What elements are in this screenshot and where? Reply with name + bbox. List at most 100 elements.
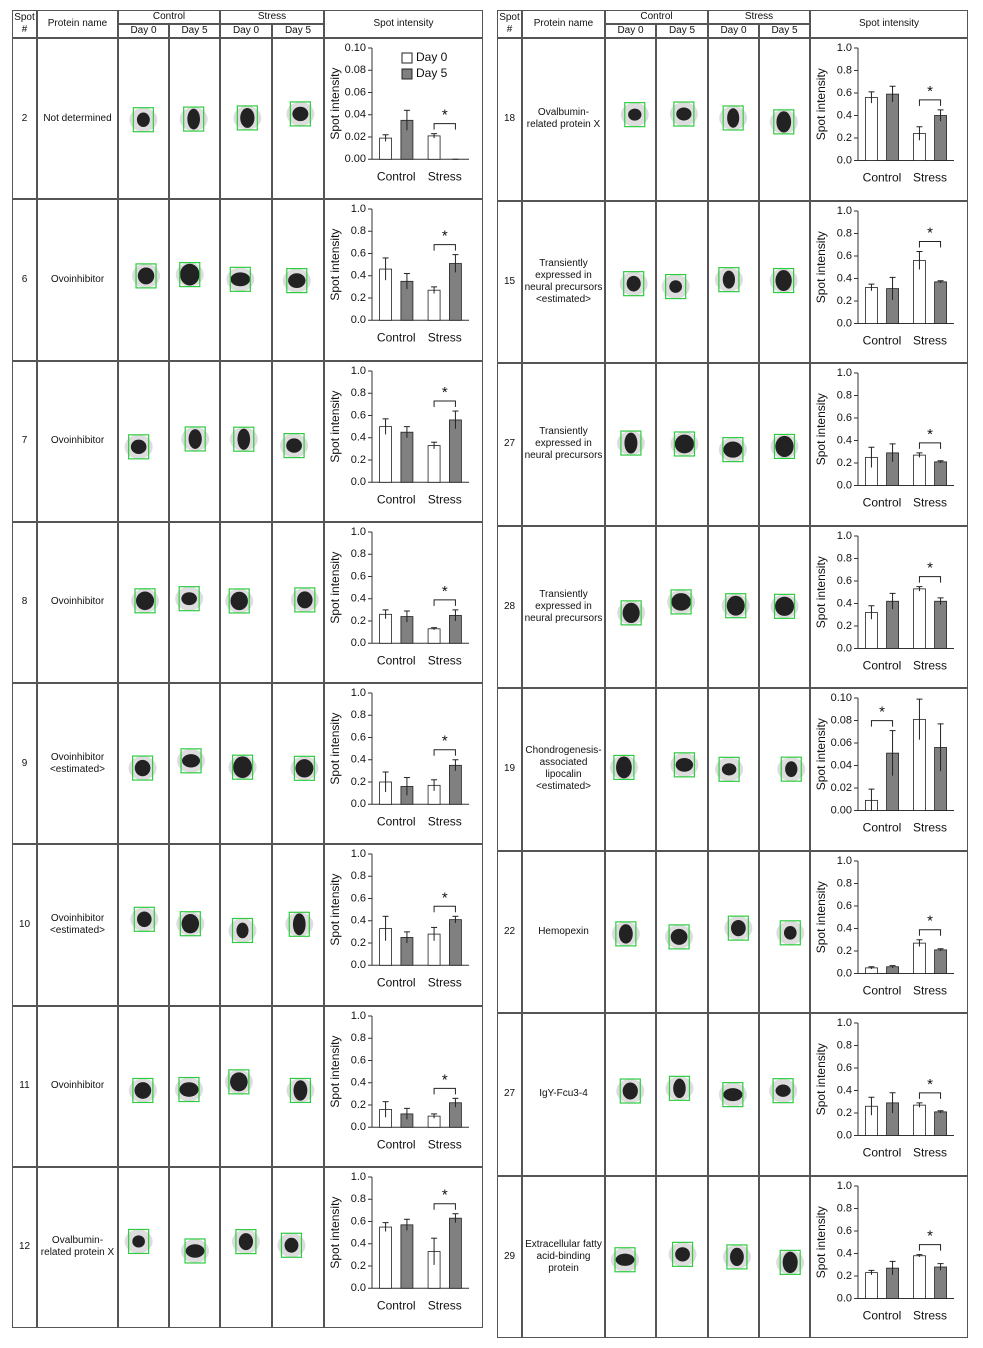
- gel-image: [290, 587, 319, 613]
- error-bar: [431, 441, 438, 449]
- significance-bracket: [433, 599, 456, 606]
- gel-cell: [605, 1013, 656, 1176]
- protein-name: Ovoinhibitor: [37, 521, 118, 683]
- y-axis-label: Spot intensity: [328, 551, 342, 623]
- gel-spot: [292, 106, 309, 121]
- gel-spot: [675, 758, 694, 772]
- bar-chart: Spot intensity 0.0 0.2 0.4 0.6 0.8 1.0 Control S…: [814, 1179, 954, 1322]
- spot-number: 18: [497, 38, 522, 201]
- significance-label: *: [442, 384, 448, 401]
- y-tick-label: 0.6: [837, 899, 852, 911]
- spot-box: [294, 587, 316, 613]
- gel-spot: [776, 111, 792, 133]
- spot-box: [135, 263, 157, 289]
- error-bar: [937, 947, 944, 951]
- y-tick-label: 0.4: [837, 1247, 852, 1259]
- gel-cell: [759, 363, 810, 526]
- significance-bracket: [918, 240, 942, 247]
- gel-image: [181, 1238, 210, 1264]
- gel-cell: [118, 199, 169, 361]
- y-tick-label: 1.0: [837, 1179, 852, 1191]
- x-tick-label: Stress: [428, 1298, 462, 1312]
- spot-box: [673, 101, 695, 127]
- gel-image: [176, 910, 205, 937]
- y-tick-label: 0.00: [345, 153, 366, 165]
- spot-number: 2: [12, 38, 37, 200]
- gel-cell: [656, 1175, 708, 1338]
- spot-number: 28: [497, 525, 522, 688]
- gel-spot: [137, 911, 152, 927]
- gel-spot: [132, 1235, 145, 1248]
- protein-name: Extracellular fatty acid-binding protein: [522, 1175, 605, 1338]
- y-tick-label: 0.08: [831, 714, 852, 726]
- y-tick-label: 0.0: [351, 1121, 366, 1133]
- y-axis-label: Spot intensity: [814, 393, 828, 465]
- y-tick-label: 0.2: [837, 132, 852, 144]
- bar: [449, 919, 462, 966]
- bar-chart: Spot intensity 0.00 0.02 0.04 0.06 0.08 0.10 Co…: [814, 692, 954, 835]
- header-control: Control: [118, 10, 220, 24]
- bar: [449, 764, 462, 805]
- gel-spot: [292, 913, 306, 936]
- error-bar: [868, 91, 875, 104]
- gel-image: [661, 273, 690, 299]
- y-tick-label: 0.6: [351, 731, 366, 743]
- bar-chart: Spot intensity 0.0 0.2 0.4 0.6 0.8 1.0 Control S…: [814, 204, 954, 347]
- error-bar: [382, 1100, 389, 1117]
- gel-cell: [605, 38, 656, 201]
- x-tick-label: Stress: [913, 496, 947, 510]
- header-intensity: Spot intensity: [810, 10, 968, 38]
- gel-spot: [669, 279, 682, 293]
- chart-cell: [810, 363, 968, 526]
- gel-image: [722, 1244, 751, 1270]
- x-tick-label: Control: [863, 658, 902, 672]
- gel-image: [181, 426, 210, 452]
- significance-bracket: [433, 244, 456, 251]
- y-tick-label: 0.4: [837, 922, 852, 934]
- error-bar: [916, 1102, 923, 1108]
- error-bar: [889, 1260, 896, 1275]
- x-tick-label: Stress: [913, 1146, 947, 1160]
- gel-cell: [169, 1166, 220, 1328]
- gel-cell: [759, 850, 810, 1013]
- y-axis-label: Spot intensity: [814, 68, 828, 140]
- y-tick-label: 0.0: [351, 959, 366, 971]
- gel-cell: [605, 525, 656, 688]
- protein-name: Ovoinhibitor: [37, 199, 118, 361]
- error-bar: [382, 916, 389, 942]
- bar: [913, 1254, 926, 1299]
- gel-cell: [272, 683, 324, 845]
- header-intensity: Spot intensity: [324, 10, 483, 38]
- gel-image: [719, 105, 748, 131]
- spot-box: [718, 266, 740, 292]
- gel-spot: [187, 108, 200, 130]
- y-tick-label: 0.02: [831, 782, 852, 794]
- spot-box: [613, 755, 635, 781]
- gel-cell: [169, 199, 220, 361]
- gel-spot: [137, 267, 155, 285]
- spot-box: [668, 1075, 691, 1102]
- gel-image: [124, 1229, 153, 1255]
- x-tick-label: Control: [863, 496, 902, 510]
- y-axis-label: Spot intensity: [814, 1043, 828, 1115]
- gel-cell: [220, 199, 272, 361]
- y-tick-label: 1.0: [351, 364, 366, 376]
- bar-chart: Spot intensity 0.0 0.2 0.4 0.6 0.8 1.0 Control S…: [814, 42, 954, 185]
- spot-box: [773, 434, 796, 460]
- spot-box: [184, 426, 206, 452]
- protein-name: Ovalbumin-related protein X: [522, 38, 605, 201]
- gel-spot: [674, 434, 695, 454]
- y-tick-label: 0.4: [837, 1084, 852, 1096]
- bar-chart: Spot intensity 0.00 0.02 0.04 0.06 0.08 0.10 Co…: [328, 42, 469, 183]
- y-axis-label: Spot intensity: [328, 1035, 342, 1107]
- bar-chart: Spot intensity 0.0 0.2 0.4 0.6 0.8 1.0 Control S…: [328, 687, 469, 828]
- gel-image: [128, 1077, 157, 1104]
- gel-cell: [759, 1013, 810, 1176]
- y-axis-label: Spot intensity: [814, 556, 828, 628]
- bar: [379, 1226, 392, 1289]
- spot-box: [235, 1229, 257, 1255]
- gel-spot: [136, 112, 150, 127]
- gel-cell: [708, 38, 759, 201]
- error-bar: [452, 916, 459, 924]
- y-tick-label: 1.0: [351, 848, 366, 860]
